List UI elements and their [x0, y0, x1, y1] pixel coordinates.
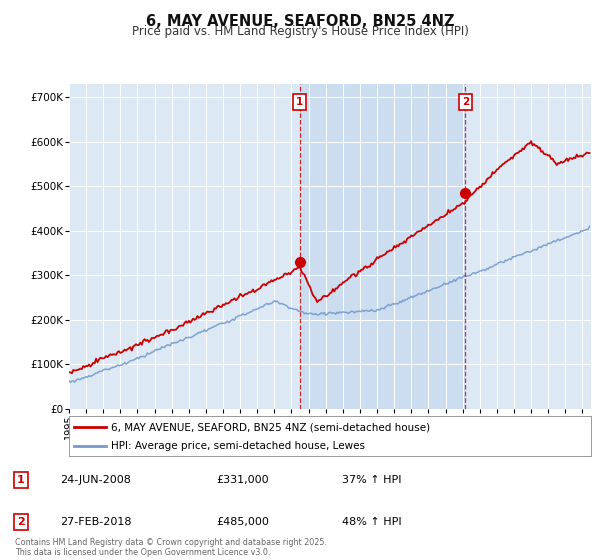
Text: 1: 1 [17, 475, 25, 485]
Text: £331,000: £331,000 [216, 475, 269, 485]
Text: 6, MAY AVENUE, SEAFORD, BN25 4NZ (semi-detached house): 6, MAY AVENUE, SEAFORD, BN25 4NZ (semi-d… [111, 422, 430, 432]
Text: 37% ↑ HPI: 37% ↑ HPI [342, 475, 401, 485]
Text: Price paid vs. HM Land Registry's House Price Index (HPI): Price paid vs. HM Land Registry's House … [131, 25, 469, 38]
Text: 27-FEB-2018: 27-FEB-2018 [60, 517, 131, 527]
Text: HPI: Average price, semi-detached house, Lewes: HPI: Average price, semi-detached house,… [111, 441, 365, 451]
Text: 48% ↑ HPI: 48% ↑ HPI [342, 517, 401, 527]
Text: 6, MAY AVENUE, SEAFORD, BN25 4NZ: 6, MAY AVENUE, SEAFORD, BN25 4NZ [146, 14, 454, 29]
Text: £485,000: £485,000 [216, 517, 269, 527]
Bar [300, 84, 466, 409]
Text: Contains HM Land Registry data © Crown copyright and database right 2025.
This d: Contains HM Land Registry data © Crown c… [15, 538, 327, 557]
Text: 2: 2 [17, 517, 25, 527]
Text: 1: 1 [296, 97, 304, 107]
Text: 2: 2 [462, 97, 469, 107]
Text: 24-JUN-2008: 24-JUN-2008 [60, 475, 131, 485]
